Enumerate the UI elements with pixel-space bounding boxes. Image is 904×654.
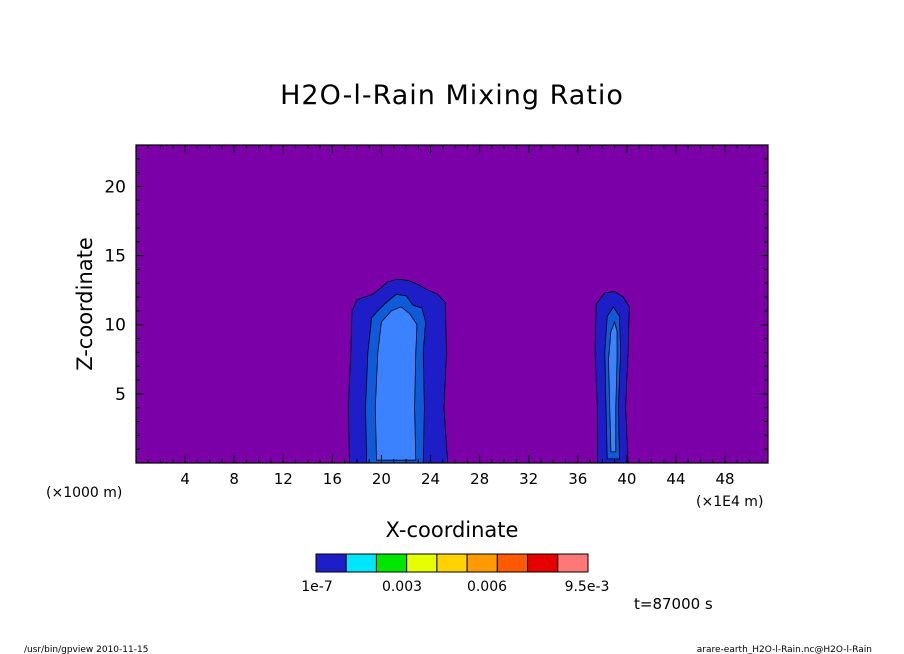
y-axis-label: Z-coordinate	[73, 237, 97, 371]
plot-area	[135, 144, 769, 464]
time-annotation: t=87000 s	[634, 595, 713, 613]
footer-right: arare-earth_H2O-l-Rain.nc@H2O-l-Rain	[697, 645, 872, 654]
y-tick-label-15: 15	[104, 247, 126, 267]
x-tick-label-44: 44	[666, 470, 685, 488]
footer-left: /usr/bin/gpview 2010-11-15	[24, 645, 148, 654]
colorbar-swatch-0	[315, 553, 347, 573]
colorbar-swatch-3	[406, 553, 438, 573]
colorbar-label-2: 0.006	[467, 579, 507, 595]
y-unit-label: (×1000 m)	[46, 485, 122, 501]
colorbar-label-1: 0.003	[382, 579, 422, 595]
x-tick-label-8: 8	[229, 470, 239, 488]
x-tick-label-24: 24	[421, 470, 440, 488]
colorbar-swatch-7	[527, 553, 559, 573]
chart-title: H2O-l-Rain Mixing Ratio	[280, 80, 624, 111]
x-tick-label-12: 12	[274, 470, 293, 488]
colorbar-swatch-1	[345, 553, 377, 573]
colorbar-swatch-8	[557, 553, 589, 573]
colorbar-swatch-2	[375, 553, 408, 573]
x-tick-label-40: 40	[617, 470, 636, 488]
y-tick-label-20: 20	[104, 177, 126, 197]
x-axis-label: X-coordinate	[386, 518, 519, 542]
x-tick-label-36: 36	[568, 470, 587, 488]
x-unit-label: (×1E4 m)	[696, 494, 763, 510]
colorbar-label-0: 1e-7	[301, 579, 332, 595]
x-tick-label-16: 16	[323, 470, 342, 488]
y-tick-label-10: 10	[104, 316, 126, 336]
x-tick-label-28: 28	[470, 470, 489, 488]
plot-background	[136, 145, 768, 463]
y-tick-label-5: 5	[115, 385, 126, 405]
colorbar-label-3: 9.5e-3	[565, 579, 610, 595]
contour-region-5	[608, 320, 618, 453]
plot-frame	[135, 144, 769, 464]
x-tick-label-32: 32	[519, 470, 538, 488]
x-tick-label-20: 20	[372, 470, 391, 488]
colorbar-swatch-4	[436, 553, 468, 573]
colorbar	[315, 553, 589, 573]
contour-region-4	[374, 306, 418, 461]
colorbar-swatch-6	[496, 553, 529, 573]
x-tick-label-48: 48	[716, 470, 735, 488]
x-tick-label-4: 4	[180, 470, 190, 488]
colorbar-swatch-5	[466, 553, 498, 573]
